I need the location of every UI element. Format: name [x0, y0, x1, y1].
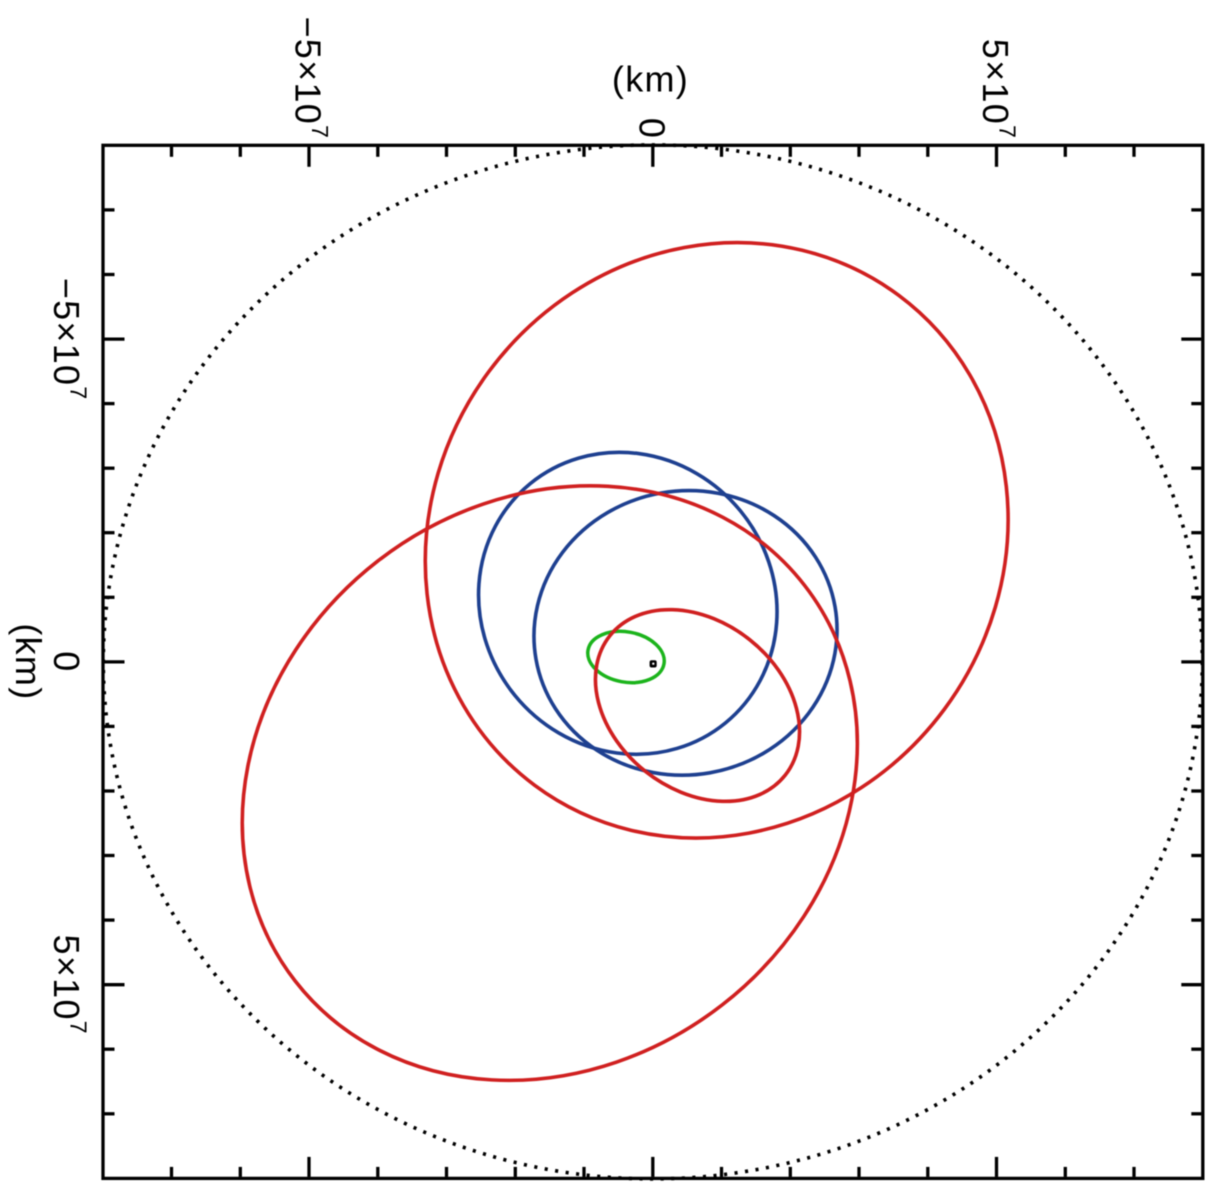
svg-text:5×107: 5×107 [975, 39, 1021, 139]
svg-text:0: 0 [631, 118, 672, 139]
svg-text:−5×107: −5×107 [46, 278, 92, 401]
svg-text:−5×107: −5×107 [288, 16, 334, 139]
svg-text:5×107: 5×107 [46, 935, 92, 1035]
svg-text:0: 0 [46, 651, 87, 672]
svg-text:(km): (km) [8, 623, 49, 700]
svg-text:(km): (km) [612, 59, 689, 100]
